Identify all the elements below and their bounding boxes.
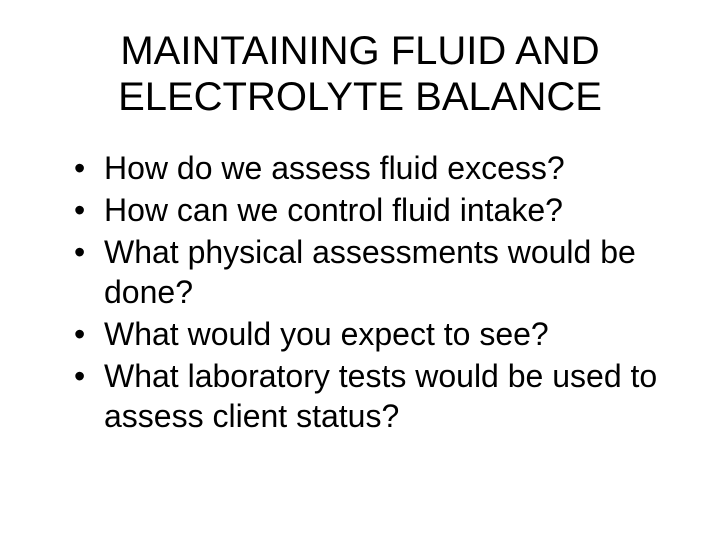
bullet-text: What laboratory tests would be used to a… <box>104 358 657 434</box>
title-line-2: ELECTROLYTE BALANCE <box>118 75 602 119</box>
bullet-text: How can we control fluid intake? <box>104 192 563 228</box>
title-line-1: MAINTAINING FLUID AND <box>120 29 599 73</box>
bullet-list: How do we assess fluid excess? How can w… <box>30 148 690 436</box>
list-item: What laboratory tests would be used to a… <box>70 356 690 436</box>
list-item: What physical assessments would be done? <box>70 232 690 312</box>
bullet-text: What would you expect to see? <box>104 316 549 352</box>
slide-title: MAINTAINING FLUID AND ELECTROLYTE BALANC… <box>30 28 690 120</box>
list-item: What would you expect to see? <box>70 314 690 354</box>
list-item: How can we control fluid intake? <box>70 190 690 230</box>
list-item: How do we assess fluid excess? <box>70 148 690 188</box>
bullet-text: How do we assess fluid excess? <box>104 150 565 186</box>
bullet-text: What physical assessments would be done? <box>104 234 636 310</box>
